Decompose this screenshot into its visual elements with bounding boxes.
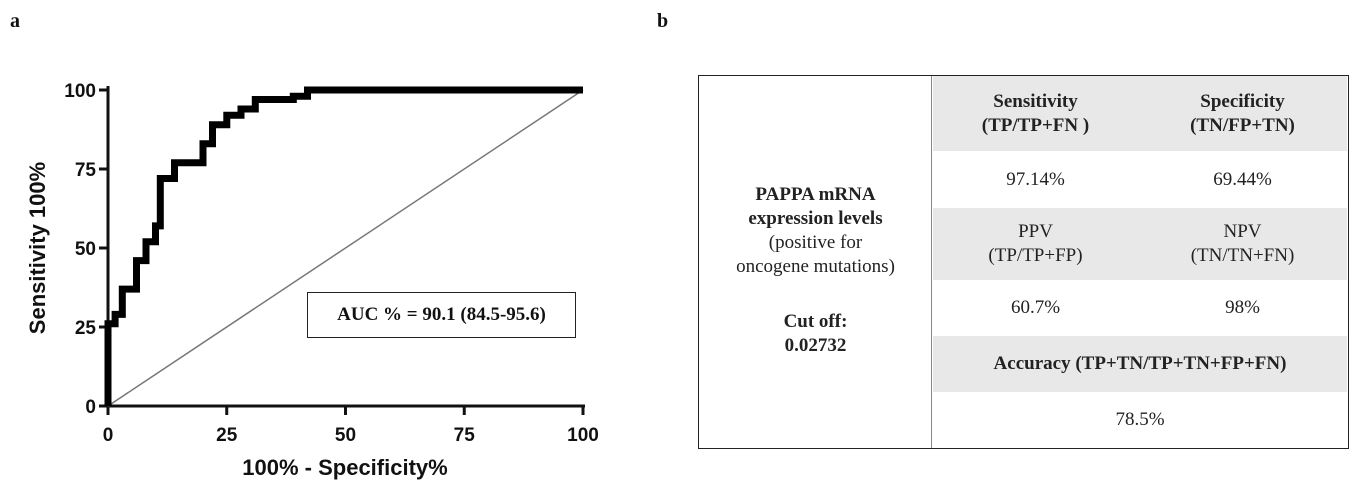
accuracy-value: 78.5% xyxy=(1115,408,1165,430)
ppv-title: PPV xyxy=(1018,221,1053,242)
sensitivity-formula: (TP/TP+FN ) xyxy=(981,114,1090,136)
y-tick-label: 25 xyxy=(75,318,97,339)
chart-axes xyxy=(99,86,585,415)
specificity-value: 69.44% xyxy=(1213,168,1272,190)
specificity-header: Specificity (TN/FP+TN) xyxy=(1138,76,1347,151)
ppv-value: 60.7% xyxy=(1010,297,1061,318)
npv-formula: (TN/TN+FN) xyxy=(1190,245,1295,266)
y-tick-label: 0 xyxy=(85,397,96,418)
reference-line xyxy=(107,89,584,407)
marker-line-3: (positive for xyxy=(768,232,863,253)
panel-label-a: a xyxy=(10,10,20,32)
chart-series xyxy=(104,86,584,407)
y-tick-label: 100 xyxy=(64,81,96,102)
y-tick-label: 75 xyxy=(75,160,97,181)
auc-annotation: AUC % = 90.1 (84.5-95.6) xyxy=(307,292,576,338)
sensitivity-value: 97.14% xyxy=(1006,168,1065,190)
marker-line-2: expression levels xyxy=(748,208,883,229)
sensitivity-title: Sensitivity xyxy=(993,90,1078,112)
roc-chart: 0 25 50 75 100 0 25 50 75 100 100% - Specificity%… xyxy=(25,81,599,480)
x-tick-label: 0 xyxy=(103,425,114,446)
specificity-formula: (TN/FP+TN) xyxy=(1190,114,1295,136)
npv-header: NPV (TN/TN+FN) xyxy=(1138,208,1347,280)
sensitivity-header: Sensitivity (TP/TP+FN ) xyxy=(933,76,1138,151)
roc-curve xyxy=(104,86,583,406)
panel-label-b: b xyxy=(657,10,669,32)
x-axis-title: 100% - Specificity% xyxy=(242,455,447,480)
marker-description: PAPPA mRNA expression levels (positive f… xyxy=(699,171,932,291)
cutoff-block: Cut off: 0.02732 xyxy=(699,306,932,362)
cutoff-label: Cut off: xyxy=(783,311,848,332)
x-tick-label: 50 xyxy=(335,425,356,446)
specificity-title: Specificity xyxy=(1200,90,1285,112)
ppv-header: PPV (TP/TP+FP) xyxy=(933,208,1138,280)
marker-line-4: oncogene mutations) xyxy=(736,256,895,277)
npv-title: NPV xyxy=(1223,221,1262,242)
marker-line-1: PAPPA mRNA xyxy=(755,184,876,205)
y-axis-title: Sensitivity 100% xyxy=(25,162,50,334)
chart-tick-labels: 0 25 50 75 100 0 25 50 75 100 xyxy=(64,81,599,446)
npv-value: 98% xyxy=(1225,297,1260,318)
cutoff-value: 0.02732 xyxy=(784,335,847,356)
x-tick-label: 75 xyxy=(454,425,476,446)
metrics-table: PAPPA mRNA expression levels (positive f… xyxy=(698,75,1349,449)
ppv-formula: (TP/TP+FP) xyxy=(988,245,1083,266)
table-left-column: PAPPA mRNA expression levels (positive f… xyxy=(699,76,932,448)
x-tick-label: 25 xyxy=(216,425,238,446)
y-tick-label: 50 xyxy=(75,239,96,260)
accuracy-header: Accuracy (TP+TN/TP+TN+FP+FN) xyxy=(933,336,1347,392)
x-tick-label: 100 xyxy=(567,425,599,446)
